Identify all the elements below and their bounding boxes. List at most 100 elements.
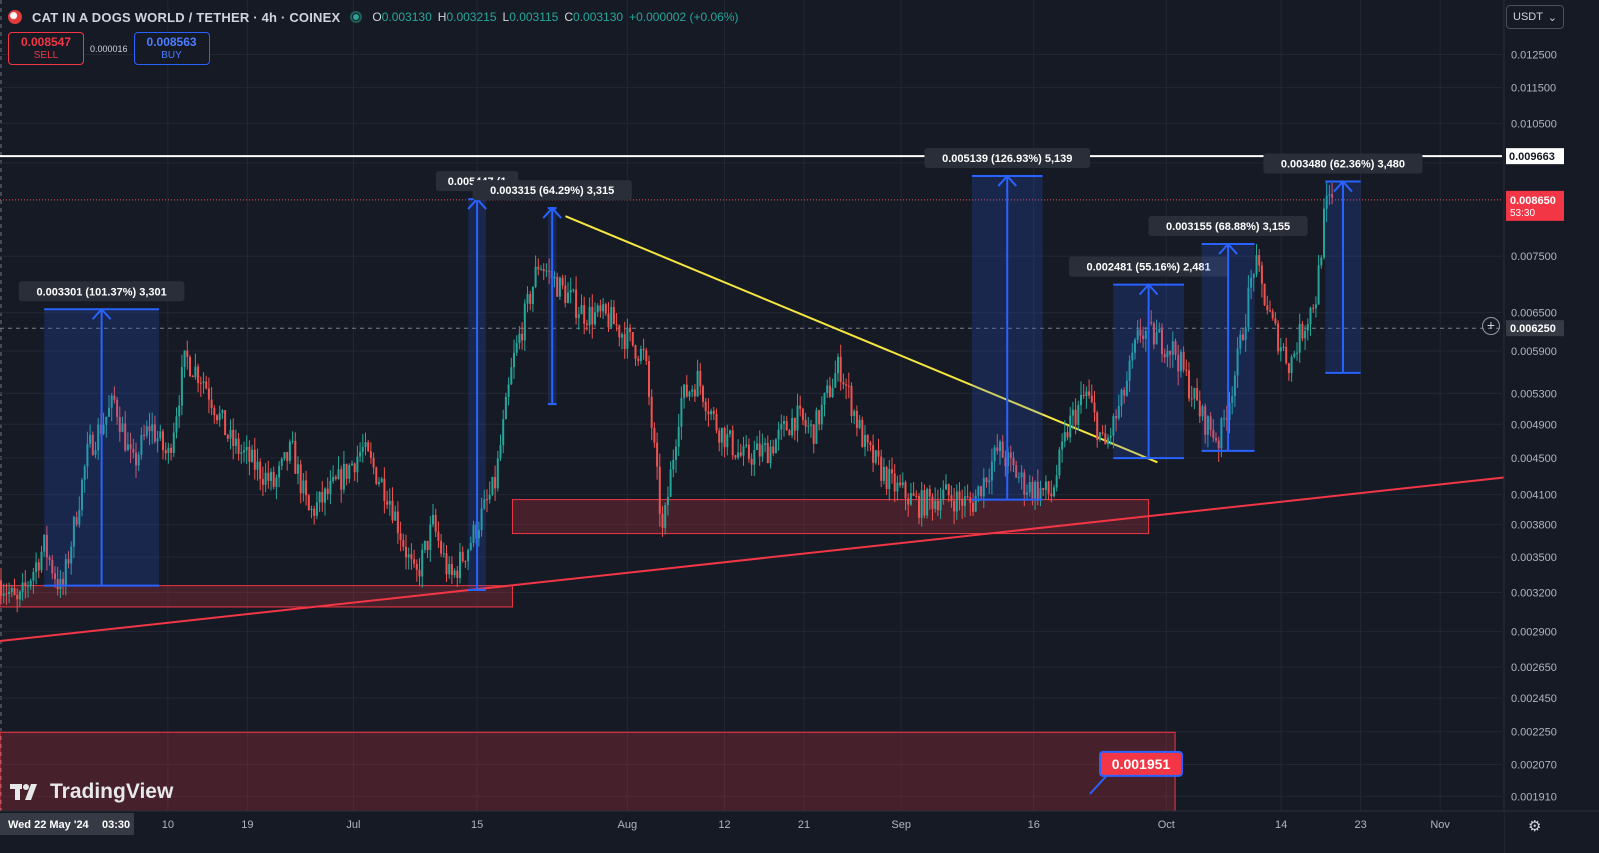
candle-body bbox=[459, 551, 461, 579]
price-tick-label: 0.003200 bbox=[1511, 588, 1557, 600]
candle-body bbox=[16, 594, 19, 600]
price-axis-bg bbox=[1504, 0, 1599, 853]
symbol-title[interactable]: CAT IN A DOGS WORLD / TETHER · 4h · COIN… bbox=[32, 9, 341, 25]
candle-body bbox=[799, 405, 802, 409]
candle-body bbox=[423, 540, 426, 550]
candle-body bbox=[448, 564, 451, 575]
time-axis[interactable]: Wed 22 May '24 03:30 10 19 Jul 15 Aug 12 21 Sep 16… bbox=[0, 810, 1599, 853]
candle-body bbox=[496, 458, 499, 489]
time-tick-label: 10 bbox=[162, 819, 174, 831]
trendlines[interactable] bbox=[0, 155, 1511, 643]
candle-body bbox=[1296, 352, 1298, 354]
support-zone[interactable] bbox=[0, 585, 513, 608]
candle-body bbox=[175, 416, 178, 433]
candle-body bbox=[429, 524, 432, 550]
candle-body bbox=[1082, 394, 1085, 397]
support-zone[interactable] bbox=[511, 499, 1150, 535]
candle-body bbox=[461, 551, 464, 562]
candle-body bbox=[437, 531, 440, 541]
candle-body bbox=[1215, 438, 1217, 441]
candle-body bbox=[1090, 395, 1093, 403]
candle-body bbox=[32, 571, 35, 581]
crosshair-price-label: 0.006250 bbox=[1510, 323, 1556, 335]
candle-body bbox=[342, 463, 345, 490]
candle-body bbox=[1096, 412, 1099, 440]
price-range-measure[interactable]: 0.003315 (64.29%) 3,315 bbox=[472, 180, 632, 406]
candle-body bbox=[926, 488, 929, 516]
symbol-logo-icon[interactable] bbox=[8, 10, 22, 24]
add-alert-plus-icon[interactable]: + bbox=[1482, 317, 1500, 335]
price-axis[interactable]: 0.012500 0.011500 0.010500 0.007500 0.006500… bbox=[1503, 0, 1599, 853]
candle-body bbox=[345, 463, 348, 479]
candle-body bbox=[656, 442, 659, 467]
candle-body bbox=[1244, 327, 1247, 340]
price-range-measure[interactable]: 0.005139 (126.93%) 5,139 bbox=[924, 148, 1091, 501]
candle-body bbox=[515, 343, 518, 353]
ohlc-key: L bbox=[502, 10, 510, 24]
currency-selector[interactable]: USDT ⌄ bbox=[1506, 5, 1564, 29]
arrow-up-icon bbox=[997, 174, 1017, 187]
buy-price: 0.008563 bbox=[146, 34, 197, 49]
candle-body bbox=[164, 450, 167, 454]
candle-body bbox=[399, 533, 402, 540]
arrow-up-icon bbox=[1218, 242, 1238, 255]
buy-button[interactable]: 0.008563 BUY bbox=[133, 32, 210, 65]
arrow-up-icon bbox=[542, 206, 562, 219]
candle-body bbox=[391, 500, 394, 521]
candle-body bbox=[1247, 287, 1250, 328]
candle-body bbox=[1107, 437, 1109, 445]
price-range-measure[interactable]: 0.003480 (62.36%) 3,480 bbox=[1263, 153, 1423, 374]
candle-body bbox=[72, 517, 75, 547]
candle-body bbox=[386, 501, 389, 505]
candle-body bbox=[577, 314, 580, 318]
candle-body bbox=[332, 476, 335, 482]
candle-body bbox=[650, 396, 653, 428]
ascending-trendline[interactable] bbox=[0, 475, 1511, 643]
candle-body bbox=[774, 439, 777, 454]
candle-body bbox=[1314, 304, 1317, 309]
settings-gear-icon[interactable]: ⚙ bbox=[1528, 818, 1542, 835]
ohlc-key: O bbox=[372, 10, 382, 24]
target-callout[interactable]: 0.001951 bbox=[1089, 750, 1183, 795]
candle-body bbox=[969, 497, 972, 503]
price-range-measure[interactable]: 0.002481 (55.16%) 2,481 bbox=[1068, 256, 1229, 460]
candle-body bbox=[1142, 335, 1145, 339]
candle-body bbox=[267, 472, 270, 481]
candle-body bbox=[334, 476, 337, 480]
price-range-measure[interactable]: 0.003301 (101.37%) 3,301 bbox=[18, 281, 185, 587]
candle-body bbox=[556, 276, 559, 297]
candle-body bbox=[604, 304, 607, 314]
candle-body bbox=[1017, 477, 1020, 479]
sell-button[interactable]: 0.008547 SELL bbox=[8, 32, 84, 65]
time-tick-label: 19 bbox=[241, 819, 253, 831]
candle-body bbox=[24, 582, 27, 586]
candle-body bbox=[472, 524, 475, 543]
candle-body bbox=[980, 486, 983, 497]
candle-body bbox=[1098, 432, 1101, 440]
candle-body bbox=[583, 305, 586, 324]
candle-body bbox=[1285, 346, 1288, 364]
candle-body bbox=[626, 327, 629, 349]
measure-label-box bbox=[18, 281, 185, 302]
candle-body bbox=[486, 499, 488, 501]
candle-body bbox=[329, 481, 332, 494]
candle-body bbox=[1293, 353, 1296, 357]
support-zone[interactable] bbox=[0, 731, 1176, 812]
candle-body bbox=[2, 593, 5, 596]
candle-body bbox=[812, 424, 815, 444]
candle-body bbox=[507, 384, 510, 397]
candle-body bbox=[89, 434, 92, 444]
candle-body bbox=[658, 466, 661, 514]
price-range-measure[interactable]: 0.003155 (68.88%) 3,155 bbox=[1148, 216, 1308, 452]
candle-body bbox=[70, 546, 73, 564]
candle-body bbox=[874, 450, 877, 463]
descending-trendline[interactable] bbox=[565, 215, 1158, 464]
candle-body bbox=[675, 446, 677, 460]
measure-label-box bbox=[1148, 216, 1308, 237]
candle-body bbox=[143, 434, 146, 436]
resistance-price-tag bbox=[1506, 148, 1564, 165]
candle-body bbox=[310, 508, 313, 511]
